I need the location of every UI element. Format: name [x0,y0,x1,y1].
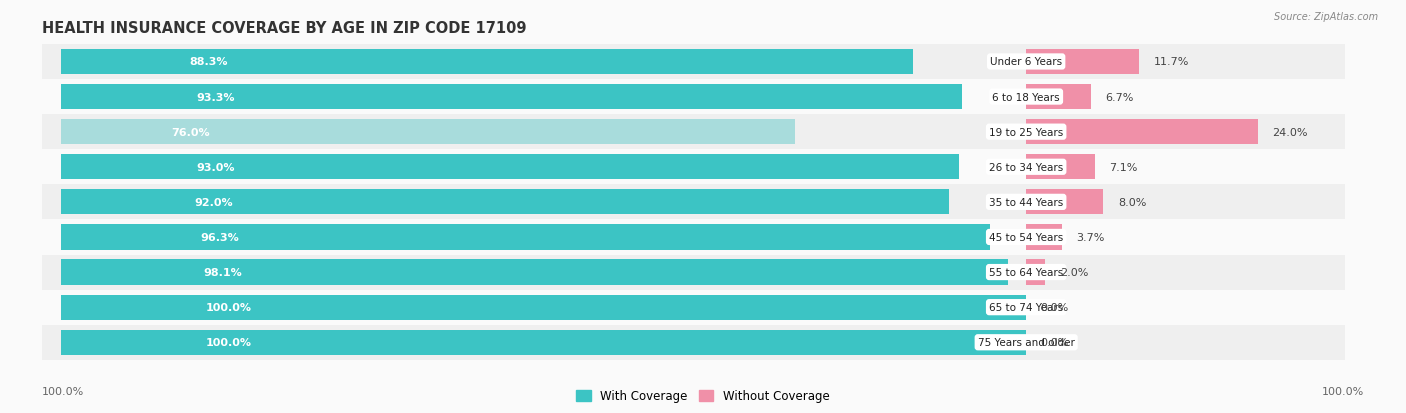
Text: 100.0%: 100.0% [207,302,252,312]
Text: 24.0%: 24.0% [1272,127,1308,138]
Text: 2.0%: 2.0% [1060,267,1088,278]
Bar [42,220,1344,255]
Bar [62,190,949,215]
Text: 100.0%: 100.0% [207,337,252,347]
Bar [1026,50,1139,75]
Text: 98.1%: 98.1% [204,267,242,278]
Text: 100.0%: 100.0% [1322,387,1364,396]
Text: 76.0%: 76.0% [172,127,209,138]
Bar [62,50,914,75]
Bar [42,185,1344,220]
Text: 7.1%: 7.1% [1109,162,1137,172]
Bar [42,150,1344,185]
Text: 3.7%: 3.7% [1077,233,1105,242]
Text: 93.0%: 93.0% [195,162,235,172]
Text: 92.0%: 92.0% [194,197,233,207]
Text: 11.7%: 11.7% [1153,57,1189,67]
Bar [62,155,959,180]
Text: 93.3%: 93.3% [197,93,235,102]
Bar [1026,190,1104,215]
Legend: With Coverage, Without Coverage: With Coverage, Without Coverage [572,385,834,407]
Bar [1026,120,1258,145]
Text: 75 Years and older: 75 Years and older [977,337,1074,347]
Bar [62,85,962,110]
Bar [62,225,990,250]
Bar [42,290,1344,325]
Text: 6 to 18 Years: 6 to 18 Years [993,93,1060,102]
Bar [1026,260,1046,285]
Bar [1026,85,1091,110]
Text: 100.0%: 100.0% [42,387,84,396]
Bar [1026,225,1062,250]
Text: 19 to 25 Years: 19 to 25 Years [988,127,1063,138]
Bar [42,80,1344,115]
Text: 88.3%: 88.3% [190,57,228,67]
Text: 0.0%: 0.0% [1040,337,1069,347]
Bar [62,120,794,145]
Bar [62,260,1008,285]
Bar [42,45,1344,80]
Bar [42,325,1344,360]
Text: Under 6 Years: Under 6 Years [990,57,1063,67]
Text: 8.0%: 8.0% [1118,197,1146,207]
Bar [62,295,1026,320]
Text: 35 to 44 Years: 35 to 44 Years [988,197,1063,207]
Bar [62,330,1026,355]
Text: 55 to 64 Years: 55 to 64 Years [988,267,1063,278]
Text: 65 to 74 Years: 65 to 74 Years [988,302,1063,312]
Text: HEALTH INSURANCE COVERAGE BY AGE IN ZIP CODE 17109: HEALTH INSURANCE COVERAGE BY AGE IN ZIP … [42,21,527,36]
Text: 6.7%: 6.7% [1105,93,1133,102]
Bar [42,115,1344,150]
Text: 96.3%: 96.3% [201,233,239,242]
Bar [1026,155,1095,180]
Text: 0.0%: 0.0% [1040,302,1069,312]
Text: Source: ZipAtlas.com: Source: ZipAtlas.com [1274,12,1378,22]
Text: 45 to 54 Years: 45 to 54 Years [988,233,1063,242]
Text: 26 to 34 Years: 26 to 34 Years [988,162,1063,172]
Bar [42,255,1344,290]
